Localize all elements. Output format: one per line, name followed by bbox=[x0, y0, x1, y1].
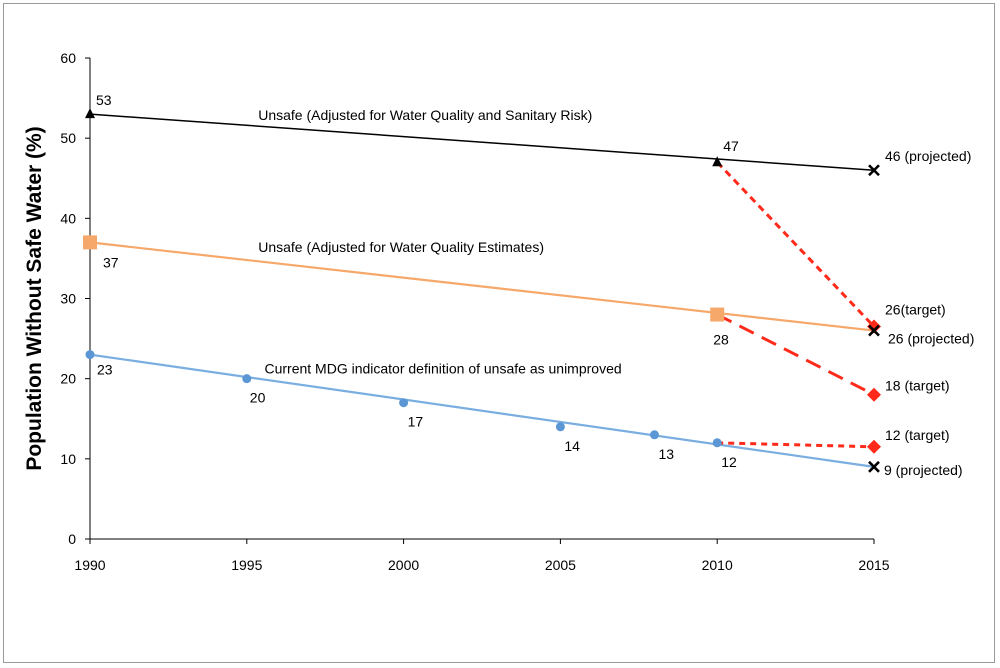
series-1-point-0 bbox=[83, 235, 97, 250]
point-value-label: 47 bbox=[723, 138, 739, 154]
series-markers bbox=[83, 108, 881, 473]
target-label: 18 (target) bbox=[885, 378, 950, 394]
series-2-point-3 bbox=[555, 422, 565, 432]
point-value-label: 13 bbox=[658, 446, 674, 462]
x-mark-stroke bbox=[868, 324, 880, 337]
y-tick-label: 50 bbox=[60, 130, 76, 146]
series-line-1 bbox=[89, 241, 875, 332]
axes: 0 10 20 30 40 50 60 1990 1995 2000 2005 2010 2015 bbox=[60, 50, 889, 573]
point-value-label: 14 bbox=[564, 438, 580, 454]
series-line-0 bbox=[89, 113, 875, 171]
x-tick-label: 1990 bbox=[74, 557, 105, 573]
point-value-label: 28 bbox=[713, 332, 729, 348]
x-tick-label: 1995 bbox=[231, 557, 262, 573]
point-value-label: 37 bbox=[103, 254, 119, 270]
series-2-projection-marker bbox=[868, 460, 880, 473]
series-name-label-0: Unsafe (Adjusted for Water Quality and S… bbox=[258, 107, 592, 123]
x-tick-label: 2015 bbox=[858, 557, 889, 573]
target-label: 26(target) bbox=[885, 302, 946, 318]
series-2-point-0 bbox=[85, 350, 95, 360]
target-line-0 bbox=[716, 161, 876, 328]
y-tick-label: 40 bbox=[60, 210, 76, 226]
point-value-label: 17 bbox=[408, 414, 424, 430]
series-2-point-2 bbox=[399, 398, 409, 408]
target-line-2 bbox=[717, 441, 875, 449]
y-tick-label: 20 bbox=[60, 371, 76, 387]
point-value-label: 53 bbox=[96, 92, 112, 108]
x-tick-label: 2010 bbox=[702, 557, 733, 573]
series-2-point-5 bbox=[712, 438, 722, 448]
point-value-label: 20 bbox=[250, 390, 266, 406]
series-1-point-1 bbox=[710, 307, 725, 322]
chart-frame bbox=[3, 3, 995, 663]
projection-label: 26 (projected) bbox=[888, 331, 974, 347]
series-line-2 bbox=[89, 353, 875, 468]
series-0-target-marker bbox=[867, 319, 881, 334]
point-value-label: 23 bbox=[97, 362, 113, 378]
point-value-label: 12 bbox=[721, 454, 737, 470]
series-0-projection-marker bbox=[868, 164, 880, 177]
target-line-1 bbox=[716, 313, 875, 397]
target-label: 12 (target) bbox=[885, 427, 950, 443]
y-tick-label: 60 bbox=[60, 50, 76, 66]
x-mark-stroke bbox=[868, 460, 880, 473]
series-2-target-marker bbox=[867, 439, 881, 454]
series-name-label-1: Unsafe (Adjusted for Water Quality Estim… bbox=[258, 239, 544, 255]
data-labels: Unsafe (Adjusted for Water Quality and S… bbox=[96, 92, 974, 478]
y-tick-label: 10 bbox=[60, 451, 76, 467]
series-lines bbox=[89, 113, 876, 468]
projection-label: 9 (projected) bbox=[884, 462, 963, 478]
series-0-point-1 bbox=[712, 156, 723, 167]
series-1-projection-marker bbox=[868, 324, 880, 337]
x-tick-label: 2005 bbox=[545, 557, 576, 573]
x-tick-label: 2000 bbox=[388, 557, 419, 573]
series-name-label-2: Current MDG indicator definition of unsa… bbox=[264, 360, 621, 376]
y-axis-label: Population Without Safe Water (%) bbox=[23, 126, 46, 470]
series-1-target-marker bbox=[867, 387, 881, 402]
y-tick-label: 0 bbox=[68, 531, 76, 547]
series-0-point-0 bbox=[85, 108, 95, 119]
y-tick-label: 30 bbox=[60, 291, 76, 307]
projection-label: 46 (projected) bbox=[885, 148, 971, 164]
series-2-point-1 bbox=[242, 374, 252, 384]
series-2-point-4 bbox=[649, 430, 659, 440]
x-mark-stroke bbox=[868, 164, 880, 177]
